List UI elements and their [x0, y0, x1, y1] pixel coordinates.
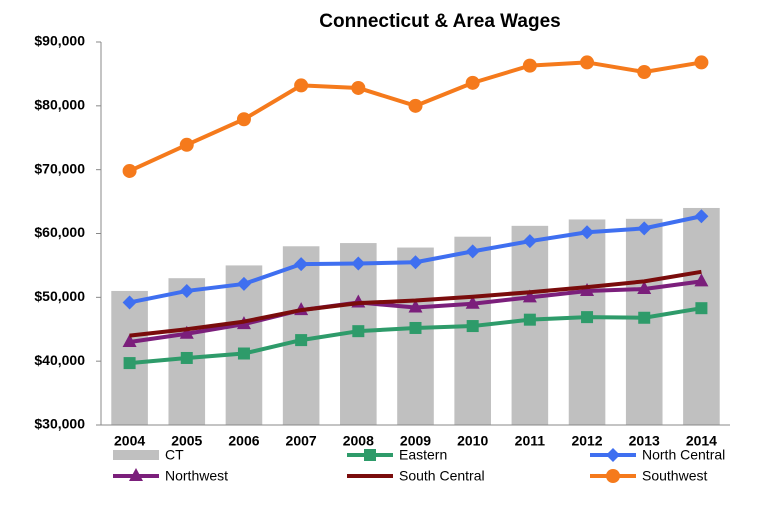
point — [179, 137, 194, 152]
x-tick-label: 2012 — [571, 433, 602, 449]
point — [351, 256, 366, 271]
x-tick-label: 2010 — [457, 433, 488, 449]
x-tick-label: 2014 — [686, 433, 717, 449]
legend-label: Northwest — [165, 468, 228, 484]
point — [352, 325, 365, 338]
point — [465, 75, 480, 90]
y-tick-label: $90,000 — [34, 33, 85, 49]
point — [580, 282, 595, 296]
bar — [168, 278, 206, 425]
point — [694, 55, 709, 70]
legend-label: Southwest — [642, 468, 707, 484]
x-tick-label: 2011 — [515, 433, 546, 449]
point — [522, 58, 537, 73]
legend-label: Eastern — [399, 447, 447, 463]
y-tick-label: $30,000 — [34, 416, 85, 432]
point — [294, 257, 309, 272]
point — [408, 299, 423, 313]
point — [236, 276, 251, 291]
y-tick-label: $80,000 — [34, 97, 85, 113]
point — [695, 302, 708, 315]
point — [523, 313, 536, 326]
point — [295, 334, 308, 347]
point — [580, 55, 595, 70]
chart-title: Connecticut & Area Wages — [319, 11, 560, 32]
point — [637, 281, 652, 295]
line — [128, 60, 702, 173]
point — [638, 311, 651, 324]
legend-marker — [129, 468, 143, 481]
point — [581, 311, 594, 324]
x-tick-label: 2005 — [171, 433, 202, 449]
point — [465, 244, 480, 259]
point — [465, 295, 480, 309]
point — [351, 80, 366, 95]
x-tick-label: 2013 — [629, 433, 660, 449]
legend-label: CT — [165, 447, 184, 463]
x-tick-label: 2007 — [286, 433, 317, 449]
legend-marker — [364, 449, 376, 461]
bar — [397, 247, 434, 425]
y-tick-label: $50,000 — [34, 288, 85, 304]
legend-label: North Central — [642, 447, 725, 463]
point — [637, 65, 652, 80]
point — [237, 347, 250, 360]
point — [236, 112, 251, 127]
point — [522, 289, 537, 303]
y-tick-label: $40,000 — [34, 352, 85, 368]
point — [694, 273, 709, 287]
y-tick-label: $70,000 — [34, 160, 85, 176]
point — [180, 351, 193, 364]
legend-marker — [606, 469, 620, 483]
point — [408, 255, 423, 270]
point — [580, 225, 595, 240]
point — [466, 320, 479, 333]
line — [129, 269, 702, 338]
legend-label: South Central — [399, 468, 485, 484]
point — [294, 78, 309, 93]
x-tick-label: 2009 — [400, 433, 431, 449]
legend-swatch — [113, 450, 159, 460]
bar — [683, 207, 720, 425]
point — [408, 98, 423, 113]
x-tick-label: 2004 — [114, 433, 145, 449]
bar — [225, 265, 263, 425]
point — [694, 209, 709, 224]
point — [122, 334, 137, 348]
point — [179, 325, 194, 339]
legend-marker — [606, 448, 620, 462]
x-tick-label: 2008 — [343, 433, 374, 449]
point — [409, 321, 422, 334]
point — [637, 221, 652, 236]
point — [179, 283, 194, 298]
point — [122, 295, 137, 310]
point — [522, 234, 537, 249]
point — [123, 357, 136, 370]
point — [122, 163, 137, 178]
x-tick-label: 2006 — [228, 433, 259, 449]
y-tick-label: $60,000 — [34, 224, 85, 240]
